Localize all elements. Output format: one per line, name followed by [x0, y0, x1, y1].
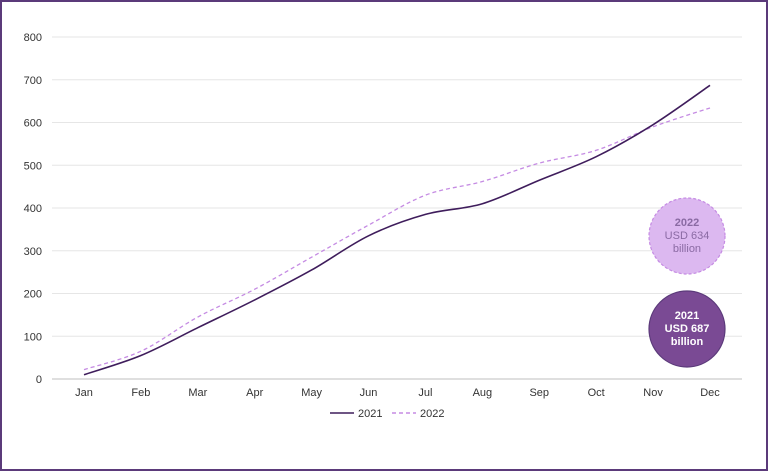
x-tick-label: Aug: [473, 387, 493, 399]
annotation-year: 2022: [675, 217, 699, 229]
x-tick-label: May: [301, 387, 322, 399]
x-tick-label: Nov: [643, 387, 663, 399]
y-tick-label: 600: [24, 118, 42, 130]
x-axis-ticks: Jan Feb Mar Apr May Jun Jul Aug Sep Oct Nov Dec: [75, 387, 720, 399]
x-tick-label: Oct: [588, 387, 605, 399]
x-tick-label: Apr: [246, 387, 263, 399]
annotation-bubble-2022: [648, 197, 726, 275]
y-axis-ticks: 0 100 200 300 400 500 600 700 800: [24, 32, 42, 386]
series-line-2022: [83, 107, 711, 371]
legend-label-2021: 2021: [358, 408, 382, 420]
annotation-value: USD 634: [665, 230, 710, 242]
annotation-unit: billion: [673, 243, 701, 255]
legend: 2021 2022: [330, 408, 444, 420]
annotation-bubble-2021: [648, 290, 726, 368]
y-tick-label: 700: [24, 75, 42, 87]
y-tick-label: 400: [24, 203, 42, 215]
x-tick-label: Jun: [360, 387, 378, 399]
x-tick-label: Feb: [131, 387, 150, 399]
y-tick-label: 500: [24, 160, 42, 172]
annotation-year: 2021: [675, 310, 699, 322]
y-tick-label: 100: [24, 331, 42, 343]
y-tick-label: 800: [24, 32, 42, 44]
y-tick-label: 200: [24, 289, 42, 301]
y-tick-label: 300: [24, 246, 42, 258]
series-line-2021: [83, 84, 711, 376]
y-tick-label: 0: [36, 374, 42, 386]
x-tick-label: Jul: [418, 387, 432, 399]
gridlines: [52, 36, 742, 380]
x-tick-label: Sep: [529, 387, 549, 399]
legend-label-2022: 2022: [420, 408, 444, 420]
x-tick-label: Mar: [188, 387, 207, 399]
x-tick-label: Jan: [75, 387, 93, 399]
annotation-value: USD 687: [665, 323, 710, 335]
x-tick-label: Dec: [700, 387, 720, 399]
series-lines: [83, 84, 711, 376]
annotation-unit: billion: [671, 336, 704, 348]
